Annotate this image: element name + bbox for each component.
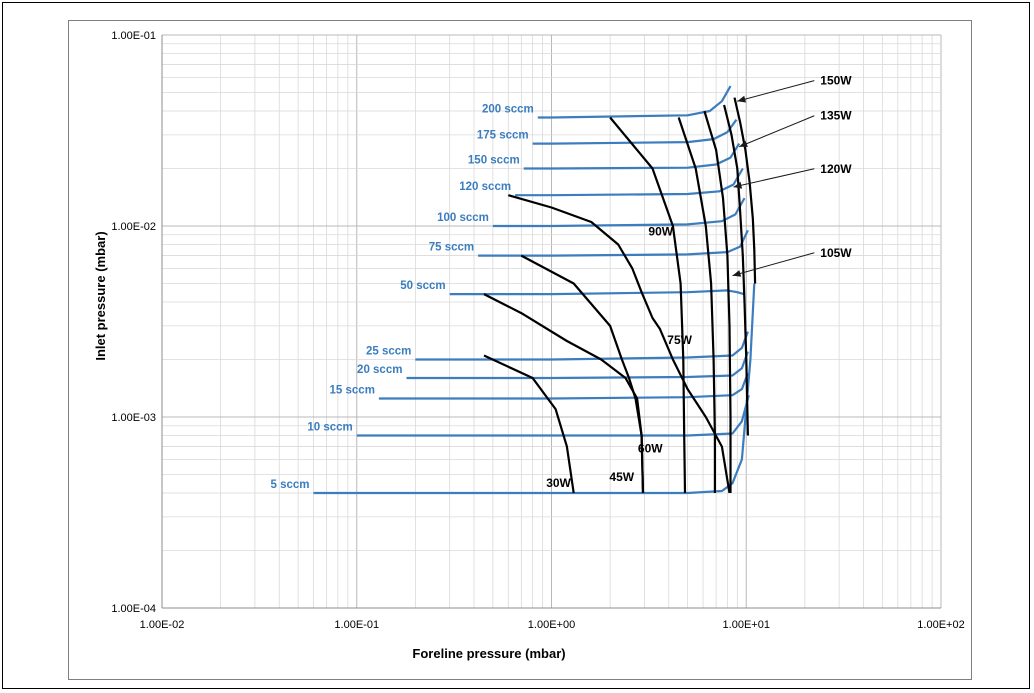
flow-series-label: 75 sccm [429,242,474,254]
flow-series-label: 100 sccm [437,212,489,224]
flow-series-line [406,351,749,380]
power-series-label: 90W [648,224,673,238]
callout-arrow-line [739,115,815,148]
flow-series-label: 120 sccm [459,181,511,193]
y-tick-label: 1.00E-03 [111,412,156,424]
chart-area: 1.00E-02 1.00E-01 1.00E+00 1.00E+01 1.00E+02… [68,20,972,680]
flow-series-line [532,119,738,145]
flow-series-line [449,289,745,296]
flow-series-line [515,167,744,197]
callout-arrow-head [739,140,748,147]
power-series-line [507,194,731,494]
flow-series-line [523,143,741,170]
y-axis-title: Inlet pressure (mbar) [93,231,108,360]
power-series-line [483,293,645,494]
flow-series-line [356,394,750,437]
x-tick-label: 1.00E+01 [723,619,770,631]
x-axis-title: Foreline pressure (mbar) [412,646,565,661]
power-series-line [520,254,645,494]
power-series-line [677,117,716,493]
power-series-label: 30W [546,476,571,490]
callout-label: 150W [820,74,852,88]
y-tick-label: 1.00E-02 [111,221,156,233]
power-series-line [483,354,575,494]
x-tick-label: 1.00E+00 [528,619,575,631]
flow-series-label: 200 sccm [482,103,534,115]
axes: 1.00E-02 1.00E-01 1.00E+00 1.00E+01 1.00E+02… [111,30,964,631]
labels-group: 5 sccm 10 sccm 15 sccm 20 sccm 25 sccm 50 scc… [271,74,853,491]
flow-series-line [313,283,756,495]
flow-series-label: 50 sccm [400,280,445,292]
flow-series-label: 5 sccm [271,479,310,491]
power-series-line [733,97,757,284]
flow-series-label: 10 sccm [307,422,352,434]
x-tick-label: 1.00E-01 [334,619,379,631]
flow-series-label: 15 sccm [330,384,375,396]
callout-arrow-head [733,181,743,189]
power-series-label: 45W [609,470,634,484]
power-series-line [703,110,732,493]
y-tick-label: 1.00E-04 [111,603,156,615]
y-tick-label: 1.00E-01 [111,30,156,42]
flow-series-line [378,372,749,400]
flow-series-label: 175 sccm [477,130,529,142]
callout-label: 105W [820,246,852,260]
power-series-group [483,97,757,494]
flow-series-label: 150 sccm [468,155,520,167]
power-series-line [723,104,749,436]
power-series-label: 75W [667,333,692,347]
callout-arrow-line [732,252,815,277]
power-series-line [609,116,687,494]
flow-series-line [537,85,732,119]
power-series-label: 60W [638,442,663,456]
flow-series-label: 20 sccm [357,364,402,376]
x-tick-label: 1.00E+02 [917,619,964,631]
callout-arrow-head [732,270,742,277]
flow-series-label: 25 sccm [366,346,411,358]
callout-label: 135W [820,109,852,123]
chart-svg: 1.00E-02 1.00E-01 1.00E+00 1.00E+01 1.00E+02… [93,30,965,661]
callout-arrow-line [733,168,815,188]
x-tick-label: 1.00E-02 [140,619,185,631]
callout-label: 120W [820,162,852,176]
flow-series-line [415,331,749,361]
callout-arrow-head [737,95,746,103]
callout-arrow-line [737,80,815,102]
